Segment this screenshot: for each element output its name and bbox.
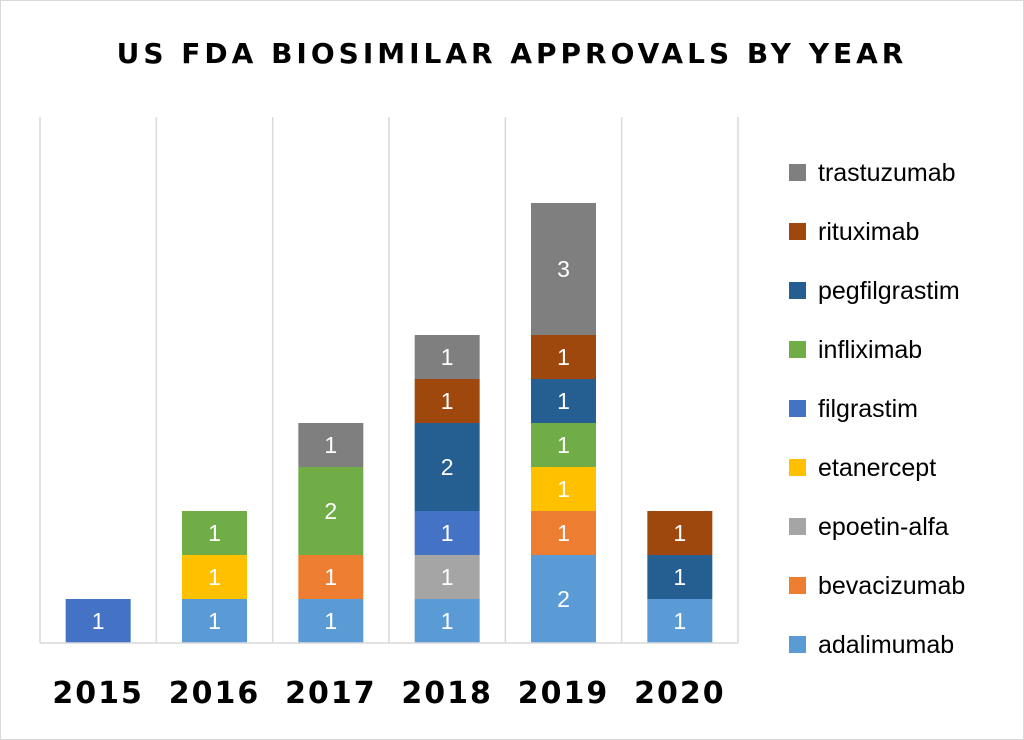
data-label: 1 (673, 608, 686, 634)
data-label: 1 (673, 520, 686, 546)
gridlines (39, 117, 739, 643)
data-label: 2 (324, 498, 337, 524)
data-label: 3 (557, 256, 570, 282)
legend-swatch-trastuzumab (789, 164, 806, 181)
bar-segment-rituximab-2020 (647, 511, 713, 555)
data-label: 1 (324, 608, 337, 634)
bar-segment-trastuzumab-2019 (531, 203, 596, 335)
data-label: 1 (441, 608, 454, 634)
x-tick-label: 2020 (634, 676, 726, 711)
legend-swatch-pegfilgrastim (789, 282, 806, 299)
data-label: 1 (208, 608, 221, 634)
legend-swatch-rituximab (789, 223, 806, 240)
data-label: 1 (557, 432, 570, 458)
legend-label-epoetin-alfa: epoetin-alfa (818, 513, 949, 541)
bar-segment-rituximab-2018 (414, 379, 480, 423)
legend-label-rituximab: rituximab (818, 218, 919, 246)
bar-segment-infliximab-2016 (182, 511, 247, 555)
legend-swatch-etanercept (789, 459, 806, 476)
bar-segment-pegfilgrastim-2018 (414, 423, 480, 511)
legend-label-etanercept: etanercept (818, 454, 936, 482)
bar-segment-adalimumab-2016 (182, 599, 247, 643)
data-label: 1 (324, 432, 337, 458)
x-axis: 2015 2016 2017 2018 2019 2020 (40, 642, 738, 711)
bars: 1 1 1 1 1 1 2 1 1 1 1 2 1 1 2 1 1 1 1 1 3 1 1 1 (65, 203, 713, 643)
bar-segment-infliximab-2017 (298, 467, 364, 555)
bar-segment-epoetin-alfa-2018 (414, 555, 480, 599)
legend-swatch-infliximab (789, 341, 806, 358)
legend-label-bevacizumab: bevacizumab (818, 572, 965, 600)
legend-label-filgrastim: filgrastim (818, 395, 918, 423)
x-tick-label: 2016 (169, 676, 261, 711)
chart-title: US FDA BIOSIMILAR APPROVALS BY YEAR (117, 37, 908, 70)
legend-label-pegfilgrastim: pegfilgrastim (818, 277, 960, 305)
bar-segment-bevacizumab-2019 (531, 511, 596, 555)
data-label: 2 (441, 454, 454, 480)
legend-swatch-filgrastim (789, 400, 806, 417)
bar-segment-adalimumab-2018 (414, 599, 480, 643)
data-label: 1 (208, 520, 221, 546)
data-label: 1 (441, 388, 454, 414)
data-label: 1 (557, 344, 570, 370)
bar-segment-adalimumab-2017 (298, 599, 364, 643)
legend-label-adalimumab: adalimumab (818, 631, 954, 659)
bar-segment-filgrastim-2015 (65, 599, 131, 643)
data-label: 1 (92, 608, 105, 634)
bar-segment-adalimumab-2019 (531, 555, 596, 643)
data-label: 1 (441, 344, 454, 370)
bar-segment-trastuzumab-2017 (298, 423, 364, 467)
bar-segment-pegfilgrastim-2020 (647, 555, 713, 599)
bar-segment-bevacizumab-2017 (298, 555, 364, 599)
data-label: 1 (557, 476, 570, 502)
bar-segment-rituximab-2019 (531, 335, 596, 379)
bar-segment-trastuzumab-2018 (414, 335, 480, 379)
bar-segment-infliximab-2019 (531, 423, 596, 467)
x-tick-label: 2018 (401, 676, 493, 711)
x-tick-label: 2017 (285, 676, 377, 711)
bar-segment-etanercept-2016 (182, 555, 247, 599)
data-label: 1 (441, 564, 454, 590)
data-label: 1 (324, 564, 337, 590)
legend-swatch-bevacizumab (789, 577, 806, 594)
x-tick-label: 2019 (518, 676, 610, 711)
legend-label-trastuzumab: trastuzumab (818, 159, 956, 187)
data-label: 1 (673, 564, 686, 590)
bar-segment-etanercept-2019 (531, 467, 596, 511)
legend-swatch-epoetin-alfa (789, 518, 806, 535)
legend-swatch-adalimumab (789, 636, 806, 653)
data-label: 1 (557, 388, 570, 414)
x-tick-label: 2015 (52, 676, 144, 711)
data-label: 1 (208, 564, 221, 590)
data-label: 1 (557, 520, 570, 546)
legend: trastuzumab rituximab pegfilgrastim inflixi… (789, 159, 965, 659)
bar-segment-pegfilgrastim-2019 (531, 379, 596, 423)
bar-segment-filgrastim-2018 (414, 511, 480, 555)
data-label: 1 (441, 520, 454, 546)
bar-segment-adalimumab-2020 (647, 599, 713, 643)
legend-label-infliximab: infliximab (818, 336, 922, 364)
data-label: 2 (557, 586, 570, 612)
